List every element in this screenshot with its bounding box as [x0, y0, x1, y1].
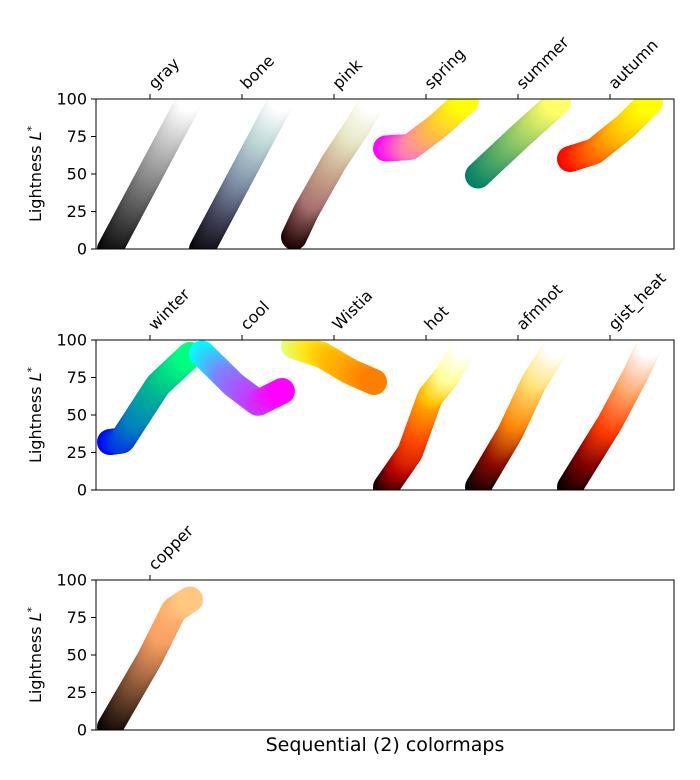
y-axis-label-text: Lightness: [26, 140, 45, 222]
colormap-label-gray: gray: [144, 54, 183, 93]
point-gray: [177, 99, 203, 112]
series-afmhot: [465, 340, 571, 490]
colormap-label-Wistia: Wistia: [328, 286, 376, 334]
colormap-label-copper: copper: [144, 521, 197, 574]
colormap-series-group: [97, 340, 663, 490]
y-axis-label-text: Lightness: [26, 621, 45, 703]
series-pink: [281, 99, 387, 249]
colormap-label-bone: bone: [236, 51, 278, 93]
panel-2: winter cool Wistia hot afmhot gist_heat 0 25 50 7…: [25, 269, 675, 500]
colormap-label-pink: pink: [328, 55, 366, 93]
y-axis-label-symbol: L: [26, 372, 45, 381]
y-tick-label: 0: [77, 481, 87, 500]
colormap-series-group: [97, 586, 203, 730]
panel-3: copper 0 25 50 75 100 Lightness L*: [25, 521, 675, 740]
point-afmhot: [545, 340, 571, 358]
y-axis-label-superscript: *: [25, 366, 38, 372]
point-autumn: [637, 99, 663, 115]
y-axis-label-superscript: *: [25, 125, 38, 131]
series-summer: [465, 99, 571, 189]
point-Wistia: [361, 369, 387, 395]
y-axis-label: Lightness L*: [25, 606, 45, 703]
series-winter: [97, 342, 203, 455]
point-copper: [177, 586, 203, 613]
colormap-label-hot: hot: [420, 302, 452, 334]
y-axis-label-symbol: L: [26, 612, 45, 621]
series-spring: [373, 99, 479, 162]
point-pink: [361, 99, 387, 112]
y-tick-label: 100: [56, 571, 87, 590]
y-tick-label: 25: [67, 683, 87, 702]
y-tick-label: 100: [56, 331, 87, 350]
point-cool: [269, 378, 295, 404]
panel-1: gray bone pink spring summer autumn 0 25 50 75 100…: [25, 32, 675, 259]
series-hot: [373, 340, 479, 490]
colormap-label-cool: cool: [236, 297, 273, 334]
y-tick-label: 25: [67, 443, 87, 462]
y-tick-label: 0: [77, 721, 87, 740]
y-axis-label: Lightness L*: [25, 366, 45, 463]
series-gray: [97, 99, 203, 249]
colormap-label-summer: summer: [512, 32, 572, 92]
y-axis-label-superscript: *: [25, 606, 38, 612]
series-autumn: [557, 99, 663, 172]
point-summer: [545, 99, 571, 115]
y-tick-label: 50: [67, 406, 87, 425]
y-tick-label: 50: [67, 165, 87, 184]
colormap-label-afmhot: afmhot: [512, 280, 566, 334]
series-bone: [189, 99, 295, 249]
series-Wistia: [281, 340, 387, 395]
series-gist_heat: [557, 340, 663, 490]
point-spring: [453, 99, 479, 114]
y-tick-label: 0: [77, 240, 87, 259]
point-gist_heat: [637, 340, 663, 358]
point-bone: [269, 99, 295, 112]
y-tick-label: 25: [67, 202, 87, 221]
y-tick-label: 75: [67, 368, 87, 387]
colormap-label-winter: winter: [144, 284, 193, 333]
y-tick-label: 50: [67, 646, 87, 665]
y-tick-label: 75: [67, 608, 87, 627]
point-hot: [453, 340, 479, 358]
y-tick-label: 75: [67, 127, 87, 146]
y-tick-label: 100: [56, 90, 87, 109]
colormap-label-autumn: autumn: [604, 35, 661, 92]
series-cool: [189, 340, 295, 416]
colormap-label-gist_heat: gist_heat: [604, 269, 670, 335]
colormap-series-group: [97, 99, 663, 249]
series-copper: [97, 586, 203, 730]
y-axis-label-symbol: L: [26, 131, 45, 140]
x-axis-label: Sequential (2) colormaps: [266, 734, 505, 756]
y-axis-label: Lightness L*: [25, 125, 45, 222]
colormap-label-spring: spring: [420, 44, 469, 93]
y-axis-label-text: Lightness: [26, 381, 45, 463]
